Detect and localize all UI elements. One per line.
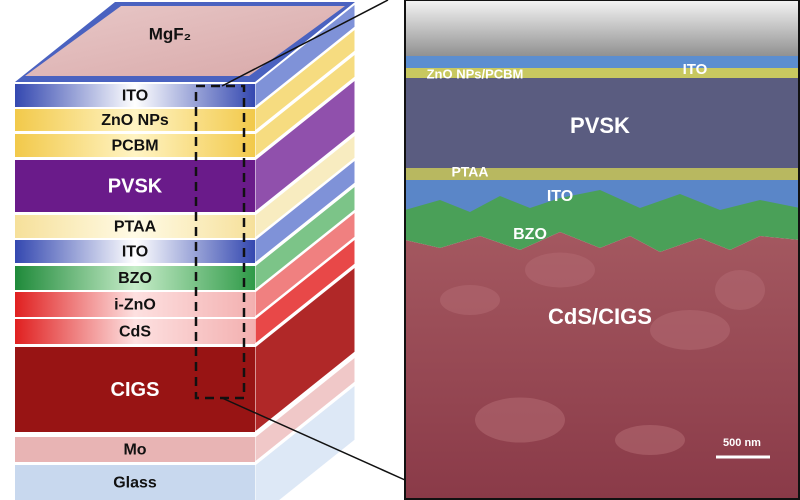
layer-label: ZnO NPs [101,112,169,129]
layer-front [15,437,255,462]
sem-label: ITO [683,61,708,78]
selection-box [194,84,246,400]
layer-label: PTAA [114,219,157,236]
sem-image: ZnO NPs/PCBM ITO PVSK PTAA ITO BZO CdS/CIGS 500… [404,0,800,500]
layer-front [15,465,255,500]
grain [475,397,565,443]
layer-label: Glass [113,475,157,492]
layer-label: CIGS [111,379,160,401]
layer-label: MgF₂ [149,24,191,43]
grain [615,425,685,455]
sem-label: PTAA [451,164,488,180]
layer-front [15,347,255,432]
layer-label: PVSK [108,175,163,197]
sem-label: ZnO NPs/PCBM [427,66,524,81]
layer-front [15,292,255,317]
scale-bar-label: 500 nm [723,437,761,449]
sem-label: PVSK [570,113,630,138]
layer-label: i-ZnO [114,297,156,314]
layer-front [15,84,255,107]
sem-label: ITO [547,188,573,205]
layer-label: Mo [123,442,146,459]
layer-front [15,319,255,344]
connector [221,397,406,481]
sem-ptaa [405,168,800,182]
layer-front [15,266,255,290]
sem-pvsk [405,78,800,172]
grain [440,285,500,315]
layer-side [254,383,356,500]
sem-label: BZO [513,226,547,243]
layer-label: ITO [122,244,148,261]
grain [525,252,595,288]
grain [715,270,765,310]
layer-label: CdS [119,324,151,341]
sem-label: CdS/CIGS [548,304,652,329]
sem-bzo [405,190,800,252]
connector [221,0,389,87]
layer-stack: MgF₂ ITO ZnO NPs PCBM PVSK PTAA ITO BZO i-ZnO CdS… [15,0,406,500]
sem-border [404,0,800,500]
sem-ito-top [405,56,800,69]
sem-pcbm [405,68,800,78]
grain [650,310,730,350]
sem-sky [405,0,800,60]
layer-front [15,160,255,212]
layer-label: ITO [122,88,148,105]
layer-label: BZO [118,270,152,287]
top-face [25,6,345,76]
layer-label: PCBM [111,138,158,155]
